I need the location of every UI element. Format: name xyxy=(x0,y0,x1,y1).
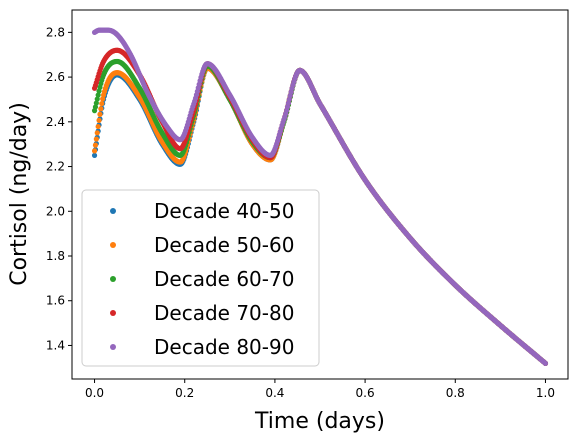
y-axis-ticks: 1.4 1.6 1.8 2.0 2.2 2.4 2.6 2.8 xyxy=(46,25,72,352)
series-5 xyxy=(91,27,549,366)
data-point xyxy=(91,152,98,158)
y-tick-label: 1.6 xyxy=(46,294,65,308)
legend-marker xyxy=(110,310,116,316)
data-point xyxy=(93,100,99,106)
x-tick-label: 0.4 xyxy=(265,386,284,400)
legend: Decade 40-50 Decade 50-60 Decade 60-70 Deca… xyxy=(81,189,320,367)
legend-marker xyxy=(110,276,116,282)
y-tick-label: 2.6 xyxy=(46,70,65,84)
plot-frame xyxy=(71,9,569,380)
data-point xyxy=(542,360,549,366)
x-tick-label: 0.8 xyxy=(446,386,465,400)
x-tick-label: 0.0 xyxy=(85,386,104,400)
data-point xyxy=(95,123,101,130)
data-point xyxy=(100,96,106,102)
data-point xyxy=(94,96,100,102)
y-axis-label: Cortisol (ng/day) xyxy=(7,102,32,286)
data-point xyxy=(98,106,104,112)
x-tick-label: 1.0 xyxy=(536,386,555,400)
data-point xyxy=(97,111,103,117)
y-tick-label: 2.0 xyxy=(46,204,65,218)
data-point xyxy=(93,136,99,142)
data-point xyxy=(96,117,102,123)
data-point xyxy=(94,130,100,136)
legend-label: Decade 60-70 xyxy=(154,267,294,291)
data-point xyxy=(95,92,101,98)
legend-label: Decade 50-60 xyxy=(154,233,294,257)
plot-data xyxy=(91,27,549,366)
y-tick-label: 1.4 xyxy=(46,338,65,352)
data-point xyxy=(92,104,99,110)
x-tick-label: 0.2 xyxy=(175,386,194,400)
data-point xyxy=(99,100,105,107)
y-tick-label: 2.2 xyxy=(46,160,65,174)
legend-label: Decade 40-50 xyxy=(154,199,294,223)
data-point xyxy=(91,148,98,154)
x-axis-ticks: 0.0 0.2 0.4 0.6 0.8 1.0 xyxy=(85,379,555,400)
y-tick-label: 2.8 xyxy=(46,25,65,39)
legend-marker xyxy=(110,242,116,248)
legend-marker xyxy=(110,208,116,214)
legend-label: Decade 70-80 xyxy=(154,301,294,325)
x-axis-label: Time (days) xyxy=(254,409,385,434)
y-tick-label: 1.8 xyxy=(46,249,65,263)
x-tick-label: 0.6 xyxy=(356,386,375,400)
legend-label: Decade 80-90 xyxy=(154,335,294,359)
legend-marker xyxy=(110,344,116,350)
data-point xyxy=(92,142,99,148)
y-tick-label: 2.4 xyxy=(46,115,65,129)
legend-box xyxy=(81,189,320,367)
